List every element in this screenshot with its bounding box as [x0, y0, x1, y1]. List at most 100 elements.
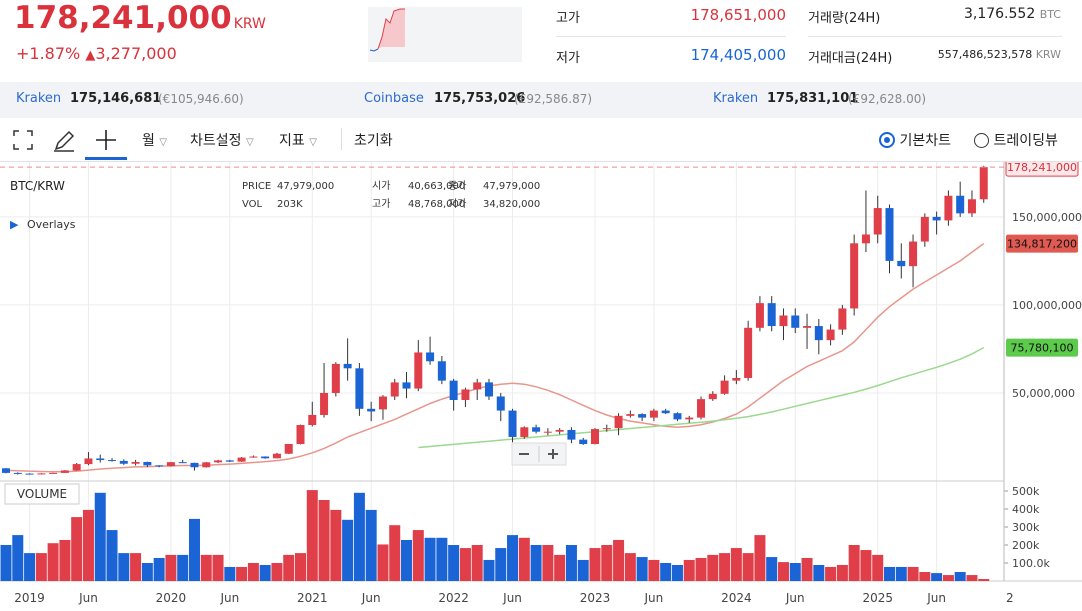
overlays-label[interactable]: Overlays: [27, 218, 76, 231]
tradingview[interactable]: 트레이딩뷰: [993, 133, 1058, 149]
y-tick-label: 50,000,000: [1012, 387, 1075, 400]
candle-body: [49, 472, 58, 474]
volume-bar: [259, 564, 271, 581]
radio-off[interactable]: [974, 133, 989, 148]
x-tick-label: 2022: [438, 591, 469, 605]
info-text: 40,663,000: [408, 181, 465, 192]
low: 174,405,000: [690, 46, 786, 64]
candle-body: [755, 303, 764, 328]
change-arrow: ▲: [85, 48, 96, 63]
info-text: 고가: [372, 198, 390, 210]
volume-title: VOLUME: [17, 487, 67, 501]
volume-bar: [565, 545, 577, 581]
volume-bar: [518, 537, 530, 581]
volume-bar: [24, 553, 36, 581]
volume-bar: [377, 544, 389, 581]
volume-bar: [200, 554, 212, 581]
candle-body: [190, 462, 199, 468]
info-text: PRICE: [242, 181, 271, 192]
candle-body: [108, 460, 117, 462]
draw-icon[interactable]: [54, 130, 75, 152]
exchange-price: 175,831,101: [767, 91, 859, 106]
info-text: 47,979,000: [483, 181, 540, 192]
settings-menu[interactable]: 차트설정 ▽: [190, 133, 254, 149]
x-tick-label: 2019: [14, 591, 45, 605]
candle-body: [84, 458, 93, 465]
candle-body: [508, 410, 517, 437]
volume-bar: [836, 564, 848, 581]
candle-body: [967, 199, 976, 214]
active-underline: [85, 157, 127, 160]
candle-body: [261, 456, 270, 459]
volume-bar: [59, 539, 71, 581]
indicators-menu[interactable]: 지표 ▽: [279, 133, 317, 149]
candle-body: [850, 243, 859, 309]
settings[interactable]: 차트설정: [190, 133, 242, 149]
price: 178,241,000: [14, 0, 232, 36]
interval[interactable]: 월: [142, 133, 155, 149]
candle-body: [720, 380, 729, 394]
candle-body: [249, 456, 258, 458]
tradingview-radio[interactable]: 트레이딩뷰: [974, 130, 1058, 150]
volume-bar: [212, 554, 224, 581]
exchange-name: Coinbase: [364, 91, 424, 106]
candle-body: [614, 415, 623, 429]
volume-bar: [118, 553, 130, 581]
volume-bar: [507, 535, 519, 581]
volume-bar: [35, 553, 47, 581]
exchange-price: 175,753,026: [434, 91, 526, 106]
interval-menu[interactable]: 월 ▽: [142, 133, 168, 149]
candle-body: [767, 303, 776, 327]
indicators[interactable]: 지표: [279, 133, 305, 149]
crosshair-icon[interactable]: [96, 130, 116, 150]
radio-on[interactable]: [879, 132, 895, 148]
x-tick-label: Jun: [502, 591, 522, 605]
candle-body: [390, 382, 399, 397]
info-text: 203K: [277, 199, 303, 210]
volume-unit: BTC: [1039, 8, 1061, 21]
y-tick-label: 150,000,000: [1012, 211, 1082, 224]
candle-body: [155, 465, 164, 467]
volume-bar: [754, 535, 766, 581]
volume-label: 거래량(24H): [808, 11, 881, 26]
basic-radio[interactable]: 기본차트: [879, 130, 951, 150]
separator: [341, 128, 342, 150]
volume-tick-label: 300k: [1012, 521, 1040, 534]
candle-body: [284, 444, 293, 454]
candle-body: [308, 414, 317, 426]
candle-body: [543, 431, 552, 433]
volume-bar: [471, 545, 483, 581]
volume-bar: [848, 545, 860, 581]
volume-bar: [82, 509, 94, 581]
volume-bar: [671, 564, 683, 581]
volume-bar: [224, 566, 236, 581]
reset[interactable]: 초기화: [354, 133, 393, 149]
volume-bar: [789, 563, 801, 581]
x-tick-label: Jun: [219, 591, 239, 605]
volume-bar: [730, 548, 742, 581]
candle-body: [685, 417, 694, 420]
basic[interactable]: 기본차트: [899, 133, 951, 149]
candle-body: [956, 195, 965, 214]
candle-body: [484, 382, 493, 397]
volume-tick-label: 100.0k: [1012, 557, 1050, 570]
fullscreen-icon[interactable]: [13, 130, 33, 150]
volume-bar: [613, 539, 625, 581]
candle-body: [449, 380, 458, 401]
volume-bar: [165, 554, 177, 581]
volume-bar: [412, 530, 424, 581]
zoom-in[interactable]: [548, 449, 558, 459]
high: 178,651,000: [690, 6, 786, 24]
candle-body: [237, 457, 246, 462]
volume-bar: [459, 548, 471, 581]
candle-body: [96, 458, 105, 461]
candle-body: [378, 396, 387, 410]
candle-body: [520, 427, 529, 437]
volume-bar: [330, 509, 342, 581]
candle-body: [638, 414, 647, 418]
candle-body: [496, 396, 505, 411]
candle-body: [60, 470, 69, 473]
volume-bar: [742, 553, 754, 581]
volume-bar: [695, 557, 707, 581]
candle-body: [355, 368, 364, 409]
